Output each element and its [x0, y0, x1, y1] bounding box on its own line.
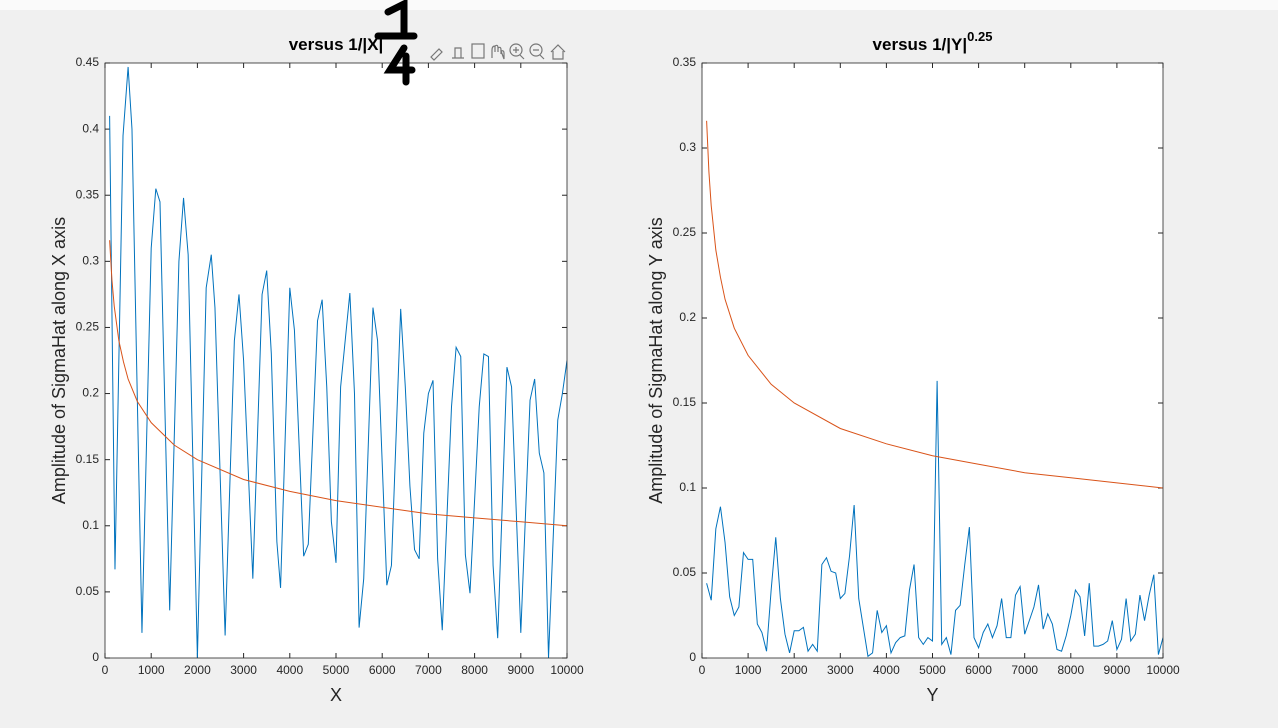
x-tick-label: 9000 — [1104, 663, 1131, 677]
x-tick-label: 1000 — [735, 663, 762, 677]
x-tick-label: 0 — [699, 663, 706, 677]
charts: versus 1/|X| X Amplitude of SigmaHat along… — [49, 29, 1180, 704]
toolbar-pan[interactable] — [491, 44, 505, 60]
x-axis-label: Y — [926, 685, 938, 705]
window-strip — [0, 0, 1278, 10]
data-line — [706, 120, 1163, 489]
toolbar-brush[interactable] — [430, 48, 443, 61]
y-tick-label: 0 — [92, 650, 99, 664]
y-tick-label: 0.25 — [76, 320, 100, 334]
y-tick-label: 0.2 — [679, 310, 696, 324]
axes-box — [701, 62, 1164, 659]
x-tick-label: 2000 — [184, 663, 211, 677]
y-tick-label: 0 — [689, 650, 696, 664]
handwritten-mark — [374, 0, 418, 86]
x-tick-label: 8000 — [1057, 663, 1084, 677]
axes: versus 1/|X| X Amplitude of SigmaHat along… — [49, 35, 584, 704]
chart-title: versus 1/|Y|0.25 — [873, 29, 993, 54]
y-axis-label: Amplitude of SigmaHat along Y axis — [646, 217, 666, 504]
x-tick-label: 3000 — [827, 663, 854, 677]
plot-area — [702, 63, 1163, 658]
y-tick-label: 0.15 — [76, 452, 100, 466]
y-tick-label: 0.25 — [673, 225, 697, 239]
x-tick-label: 10000 — [1146, 663, 1180, 677]
y-tick-label: 0.45 — [76, 55, 100, 69]
toolbar[interactable] — [430, 43, 566, 61]
title-text: versus 1/|X| — [289, 35, 384, 54]
x-tick-label: 5000 — [919, 663, 946, 677]
y-tick-label: 0.2 — [82, 386, 99, 400]
x-tick-label: 8000 — [461, 663, 488, 677]
y-axis-label: Amplitude of SigmaHat along X axis — [49, 217, 69, 504]
y-tick-label: 0.35 — [673, 55, 697, 69]
x-tick-label: 7000 — [1011, 663, 1038, 677]
y-tick-label: 0.3 — [82, 254, 99, 268]
y-tick-label: 0.15 — [673, 395, 697, 409]
title-superscript: 0.25 — [967, 29, 992, 44]
x-tick-label: 2000 — [781, 663, 808, 677]
x-tick-label: 4000 — [276, 663, 303, 677]
y-tick-label: 0.05 — [76, 584, 100, 598]
y-tick-label: 0.05 — [673, 565, 697, 579]
toolbar-zoom-out[interactable] — [529, 43, 543, 57]
x-tick-label: 6000 — [965, 663, 992, 677]
x-tick-label: 1000 — [138, 663, 165, 677]
x-tick-label: 0 — [102, 663, 109, 677]
x-tick-label: 9000 — [507, 663, 534, 677]
axes-box — [104, 62, 568, 659]
toolbar-home[interactable] — [550, 44, 566, 60]
x-tick-label: 7000 — [415, 663, 442, 677]
plot-area — [105, 63, 567, 658]
y-tick-label: 0.1 — [679, 480, 696, 494]
x-tick-label: 4000 — [873, 663, 900, 677]
data-line — [706, 380, 1163, 658]
data-line — [109, 240, 567, 527]
x-axis-label: X — [330, 685, 342, 705]
toolbar-zoom-in[interactable] — [509, 43, 523, 57]
x-tick-label: 3000 — [230, 663, 257, 677]
x-tick-label: 6000 — [369, 663, 396, 677]
y-tick-label: 0.4 — [82, 121, 99, 135]
y-tick-label: 0.1 — [82, 518, 99, 532]
title-text: versus 1/|Y| — [873, 35, 968, 54]
toolbar-legend[interactable] — [471, 43, 485, 59]
y-tick-label: 0.35 — [76, 187, 100, 201]
x-tick-label: 5000 — [323, 663, 350, 677]
toolbar-datatip[interactable] — [452, 47, 464, 59]
y-tick-label: 0.3 — [679, 140, 696, 154]
chart-title: versus 1/|X| — [289, 35, 384, 54]
x-tick-label: 10000 — [550, 663, 584, 677]
